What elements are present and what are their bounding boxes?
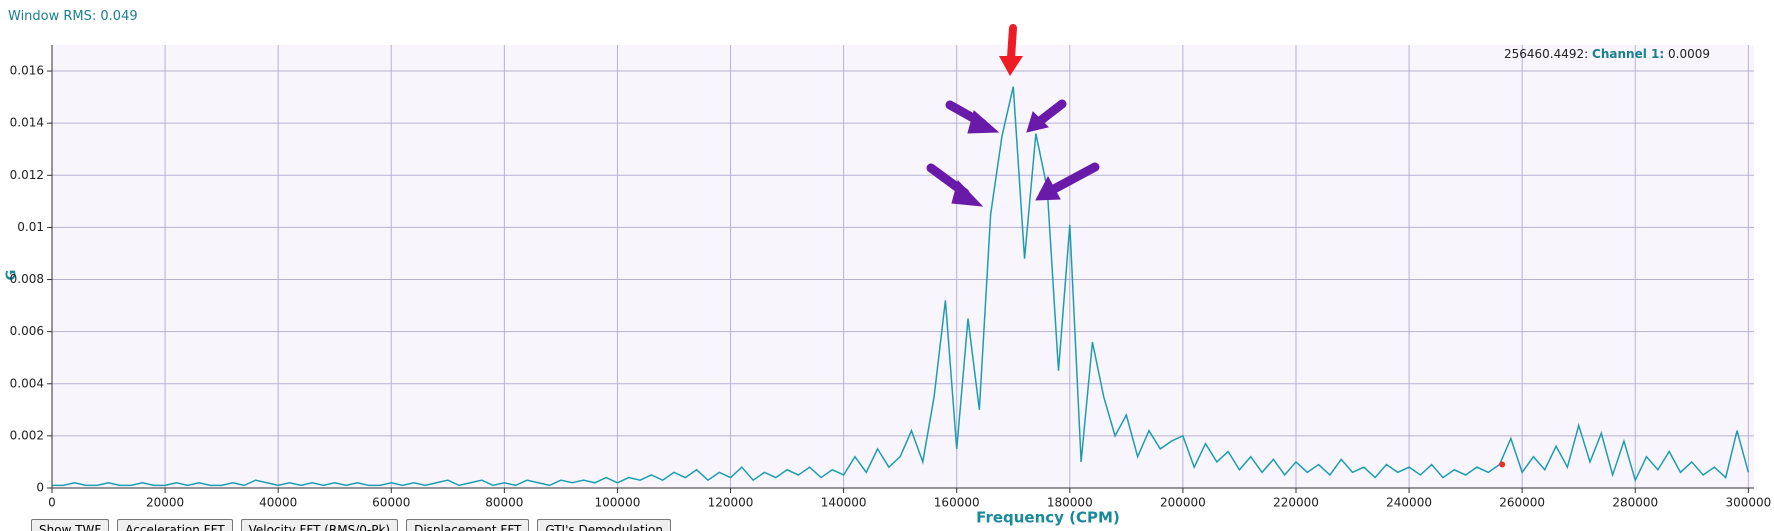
x-tick-label: 40000 xyxy=(259,496,297,510)
button-bar: Show TWF Acceleration FFT Velocity FFT (RM… xyxy=(31,519,671,531)
x-tick-label: 20000 xyxy=(146,496,184,510)
toolbar-button[interactable]: GTI's Demodulation xyxy=(537,519,671,531)
cursor-value: 0.0009 xyxy=(1668,47,1710,61)
cursor-point xyxy=(1499,461,1506,468)
y-axis-title: G xyxy=(5,270,20,281)
y-tick-label: 0.012 xyxy=(10,168,44,182)
x-tick-label: 260000 xyxy=(1499,496,1545,510)
series xyxy=(52,86,1750,487)
purple-arrow xyxy=(1049,162,1100,194)
x-tick-label: 140000 xyxy=(821,496,867,510)
x-axis-title: Frequency (CPM) xyxy=(976,509,1120,527)
toolbar-button[interactable]: Show TWF xyxy=(31,519,110,531)
x-tick-label: 0 xyxy=(48,496,56,510)
spectrum-line xyxy=(52,86,1750,487)
purple-arrows xyxy=(926,99,1100,207)
x-tick-label: 280000 xyxy=(1612,496,1658,510)
cursor-readout: 256460.4492: Channel 1: 0.0009 xyxy=(1504,47,1710,61)
red-arrow-head xyxy=(999,56,1023,76)
x-tick-label: 200000 xyxy=(1160,496,1206,510)
toolbar-button[interactable]: Velocity FFT (RMS/0-Pk) xyxy=(240,519,399,531)
purple-arrow-head xyxy=(951,180,984,207)
y-tick-label: 0.006 xyxy=(10,324,44,338)
toolbar-button[interactable]: Displacement FFT xyxy=(406,519,530,531)
x-tick-label: 80000 xyxy=(485,496,523,510)
window-rms: Window RMS: 0.049 xyxy=(8,9,138,24)
purple-arrow xyxy=(1035,99,1067,126)
y-tick-label: 0 xyxy=(36,481,44,495)
y-tick-label: 0.002 xyxy=(10,428,44,442)
plot-background xyxy=(52,45,1754,488)
annotation-arrows xyxy=(926,24,1100,207)
y-tick-label: 0.004 xyxy=(10,376,44,390)
x-tick-label: 300000 xyxy=(1725,496,1771,510)
x-tick-label: 180000 xyxy=(1047,496,1093,510)
y-tick-label: 0.014 xyxy=(10,116,44,130)
y-tick-label: 0.016 xyxy=(10,64,44,78)
x-tick-label: 100000 xyxy=(595,496,641,510)
purple-arrow-head xyxy=(1035,175,1061,201)
x-tick-label: 120000 xyxy=(708,496,754,510)
cursor-x: 256460.4492: xyxy=(1504,47,1588,61)
grid xyxy=(51,45,1754,489)
purple-arrow-head xyxy=(1026,111,1049,133)
red-arrow-shaft xyxy=(1007,24,1017,62)
y-tick-label: 0.008 xyxy=(10,272,44,286)
y-tick-label: 0.01 xyxy=(17,220,44,234)
cursor-series: Channel 1: xyxy=(1592,47,1664,61)
x-tick-label: 220000 xyxy=(1273,496,1319,510)
x-tick-label: 60000 xyxy=(372,496,410,510)
x-tick-label: 240000 xyxy=(1386,496,1432,510)
toolbar-button[interactable]: Acceleration FFT xyxy=(117,519,233,531)
purple-arrow-head xyxy=(967,110,1000,134)
x-tick-label: 160000 xyxy=(934,496,980,510)
